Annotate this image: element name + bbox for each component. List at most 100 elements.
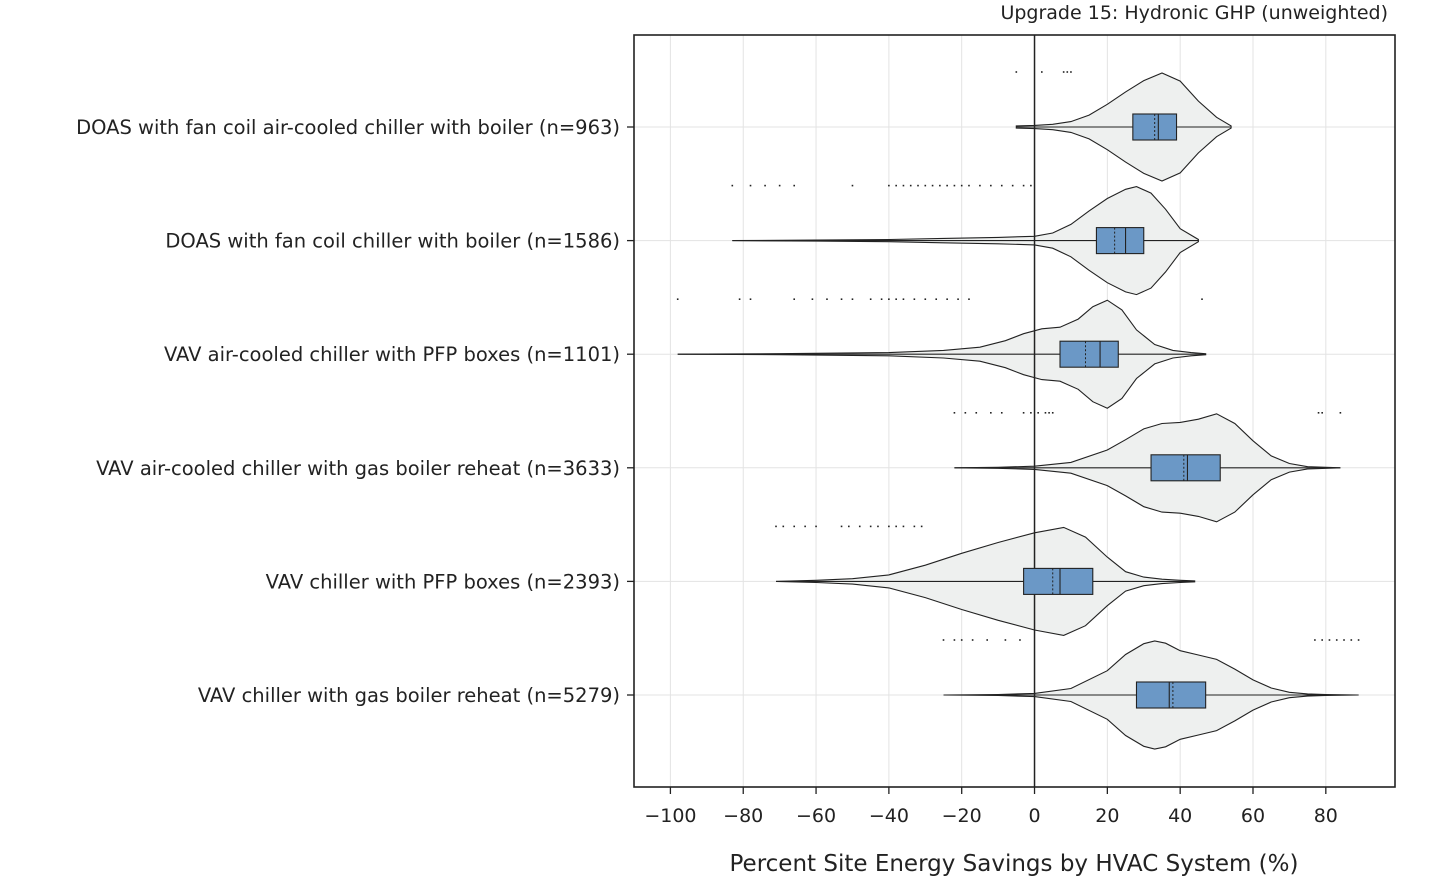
y-tick-label: VAV air-cooled chiller with gas boiler r… [96, 457, 620, 480]
outlier-point [924, 184, 927, 187]
outlier-point [815, 525, 817, 528]
iqr-box [1095, 227, 1145, 255]
outlier-point [1051, 412, 1054, 414]
x-tick-label: −40 [869, 805, 909, 827]
outlier-point [1339, 412, 1342, 414]
outlier-point [676, 298, 679, 300]
outlier-point [738, 298, 741, 300]
outlier-point [1044, 412, 1047, 414]
outlier-point [909, 184, 912, 187]
boxplots [677, 113, 1359, 709]
outlier-point [953, 412, 956, 414]
outlier-point [986, 639, 988, 641]
outlier-point [1022, 184, 1025, 187]
outlier-point [895, 298, 897, 300]
outlier-point [1357, 639, 1360, 641]
iqr-box [1023, 567, 1094, 595]
outlier-point [1201, 298, 1203, 300]
violins [677, 72, 1359, 750]
outlier-point [957, 298, 959, 300]
outlier-point [953, 639, 956, 641]
outlier-point [931, 184, 934, 187]
outlier-point [1019, 639, 1021, 641]
outlier-point [1037, 412, 1039, 414]
outlier-point [848, 525, 850, 528]
x-tick-label: 20 [1095, 805, 1119, 827]
outlier-point [920, 525, 923, 528]
outlier-point [880, 298, 883, 300]
outlier-point [990, 184, 992, 187]
x-tick-label: −100 [644, 805, 696, 827]
x-tick-label: 60 [1241, 805, 1265, 827]
y-tick-label: VAV air-cooled chiller with PFP boxes (n… [164, 343, 620, 366]
outlier-point [1004, 639, 1007, 641]
outlier-point [913, 525, 916, 528]
outlier-point [775, 525, 777, 528]
outlier-point [869, 525, 872, 528]
outlier-point [946, 184, 948, 187]
outlier-point [1000, 184, 1003, 187]
outlier-point [913, 298, 916, 300]
x-tick-label: 40 [1168, 805, 1192, 827]
outlier-point [888, 184, 890, 187]
outlier-point [851, 298, 854, 300]
chart-title: Upgrade 15: Hydronic GHP (unweighted) [1000, 2, 1388, 24]
outlier-point [764, 184, 766, 187]
outlier-point [877, 525, 879, 528]
outlier-point [793, 525, 796, 528]
outlier-point [1314, 639, 1316, 641]
outlier-point [968, 184, 970, 187]
outlier-point [793, 184, 796, 187]
outlier-point [968, 298, 970, 300]
outlier-point [1041, 71, 1043, 73]
outlier-point [888, 525, 890, 528]
x-tick-label: 80 [1314, 805, 1338, 827]
iqr-box [1135, 681, 1207, 709]
outlier-point [979, 184, 981, 187]
outlier-point [964, 412, 967, 414]
outlier-point [840, 525, 843, 528]
outlier-point [782, 525, 785, 528]
outlier-point [793, 298, 796, 300]
outlier-point [749, 184, 752, 187]
outlier-point [946, 298, 948, 300]
outlier-point [858, 525, 861, 528]
y-axis-ticks: DOAS with fan coil air-cooled chiller wi… [76, 116, 634, 707]
outlier-point [895, 184, 897, 187]
outlier-point [749, 298, 752, 300]
outlier-point [1000, 412, 1003, 414]
x-axis-ticks: −100 −80 −60 −40 −20 0 20 40 60 80 [644, 787, 1338, 827]
outlier-point [1070, 71, 1072, 73]
outlier-point [902, 525, 905, 528]
outlier-point [826, 298, 828, 300]
x-tick-label: 0 [1028, 805, 1040, 827]
outlier-point [1015, 71, 1018, 73]
outlier-point [960, 639, 963, 641]
y-tick-label: DOAS with fan coil chiller with boiler (… [165, 230, 620, 253]
outlier-points [676, 71, 1360, 641]
outlier-point [1066, 71, 1069, 73]
y-tick-label: VAV chiller with gas boiler reheat (n=52… [198, 684, 620, 707]
outlier-point [1321, 639, 1323, 641]
outlier-point [840, 298, 843, 300]
outlier-point [953, 184, 956, 187]
outlier-point [942, 639, 945, 641]
outlier-point [935, 298, 938, 300]
y-tick-label: VAV chiller with PFP boxes (n=2393) [266, 570, 620, 593]
outlier-point [1030, 412, 1032, 414]
outlier-point [1343, 639, 1345, 641]
x-tick-label: −60 [796, 805, 836, 827]
outlier-point [917, 184, 919, 187]
x-axis-label: Percent Site Energy Savings by HVAC Syst… [730, 851, 1299, 877]
plot-frame [633, 34, 1396, 788]
outlier-point [1328, 639, 1331, 641]
iqr-box [1059, 340, 1119, 368]
outlier-point [1022, 412, 1025, 414]
outlier-point [1317, 412, 1320, 414]
x-tick-label: −20 [942, 805, 982, 827]
outlier-point [1011, 184, 1014, 187]
outlier-point [1048, 412, 1050, 414]
outlier-point [960, 184, 963, 187]
outlier-point [990, 412, 992, 414]
